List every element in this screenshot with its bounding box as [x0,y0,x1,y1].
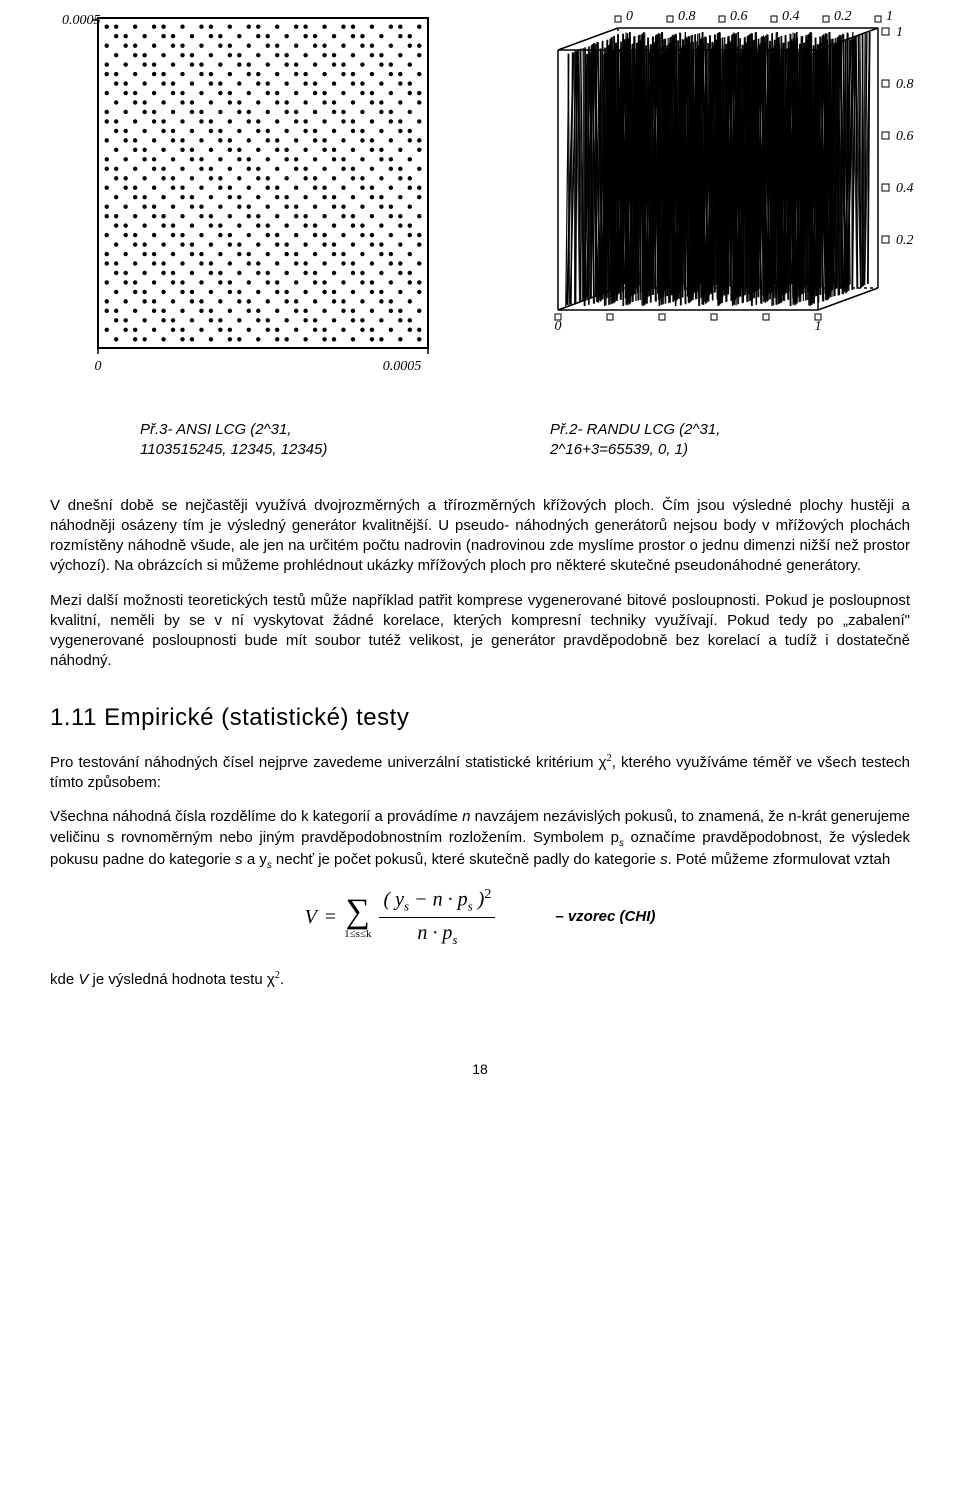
den-sub: s [452,932,457,947]
p4-e: nechť je počet pokusů, které skutečně pa… [272,851,660,868]
plot-2d-lattice: 0.0005 0 0.0005 [40,10,440,390]
svg-text:1: 1 [896,25,903,40]
svg-text:0.4: 0.4 [782,10,800,24]
section-heading: 1.11 Empirické (statistické) testy [50,702,910,734]
formula-label: – vzorec (CHI) [555,907,655,927]
paragraph-5: kde V je výsledná hodnota testu χ2. [50,969,910,990]
svg-text:0.2: 0.2 [834,10,852,24]
caption-left: Př.3- ANSI LCG (2^31, 1103515245, 12345,… [140,420,410,461]
p5-c: je výsledná hodnota testu χ [88,971,274,988]
page-number: 18 [50,1060,910,1079]
x-tick-label: 0.0005 [383,359,422,374]
svg-text:0.8: 0.8 [896,77,914,92]
sym-s: s [235,851,243,868]
p4-f: . Poté můžeme zformulovat vztah [668,851,891,868]
caption-right-line2: 2^16+3=65539, 0, 1) [550,440,820,460]
p4-d: a y [243,851,267,868]
svg-text:0.8: 0.8 [678,10,696,24]
svg-text:0.4: 0.4 [896,181,914,196]
caption-right-line1: Př.2- RANDU LCG (2^31, [550,420,820,440]
p5-a: kde [50,971,78,988]
p5-d: . [280,971,284,988]
sym-s2: s [660,851,668,868]
num-sup: 2 [484,887,491,902]
sigma-bounds: 1≤s≤k [344,929,371,940]
caption-left-line1: Př.3- ANSI LCG (2^31, [140,420,410,440]
plot-3d-planes: 1 0.8 0.6 0.4 0.2 0 0.8 0.6 0.4 0.2 1 [500,10,920,380]
figures-row: 0.0005 0 0.0005 10.80.60.40.2 00.80.60.4… [50,10,910,390]
formula-lhs: V [305,904,317,931]
fraction: ( ys − n · ps )2 n · ps [379,886,495,949]
svg-text:0.6: 0.6 [730,10,748,24]
svg-text:0.6: 0.6 [896,129,914,144]
caption-left-line2: 1103515245, 12345, 12345) [140,440,410,460]
svg-text:0: 0 [626,10,633,24]
x-origin-label: 0 [95,359,102,374]
caption-right: Př.2- RANDU LCG (2^31, 2^16+3=65539, 0, … [550,420,820,461]
sigma: ∑ 1≤s≤k [344,895,371,940]
figure-right: 1 0.8 0.6 0.4 0.2 0 0.8 0.6 0.4 0.2 1 [500,10,920,390]
num-mid: − n · p [409,889,468,911]
svg-text:1: 1 [886,10,893,24]
paragraph-4: Všechna náhodná čísla rozdělíme do k kat… [50,807,910,872]
p3-text-a: Pro testování náhodných čísel nejprve za… [50,754,607,771]
formula-row: V = ∑ 1≤s≤k ( ys − n · ps )2 n · ps – vz… [50,886,910,949]
paragraph-2: Mezi další možnosti teoretických testů m… [50,591,910,672]
y-axis-front-0: 0 [555,319,562,334]
y-axis-front-1: 1 [815,319,822,334]
p4-a: Všechna náhodná čísla rozdělíme do k kat… [50,808,462,825]
svg-text:0.2: 0.2 [896,233,914,248]
paragraph-1: V dnešní době se nejčastěji využívá dvoj… [50,496,910,577]
num-close: ) [473,889,485,911]
formula-eq: = [325,904,336,931]
paragraph-3: Pro testování náhodných čísel nejprve za… [50,752,910,794]
num-a: ( y [383,889,404,911]
figure-left: 0.0005 0 0.0005 [40,10,440,390]
chi-formula: V = ∑ 1≤s≤k ( ys − n · ps )2 n · ps [305,886,496,949]
captions-row: Př.3- ANSI LCG (2^31, 1103515245, 12345,… [50,420,910,461]
p5-v: V [78,971,88,988]
den-a: n · p [417,922,452,944]
